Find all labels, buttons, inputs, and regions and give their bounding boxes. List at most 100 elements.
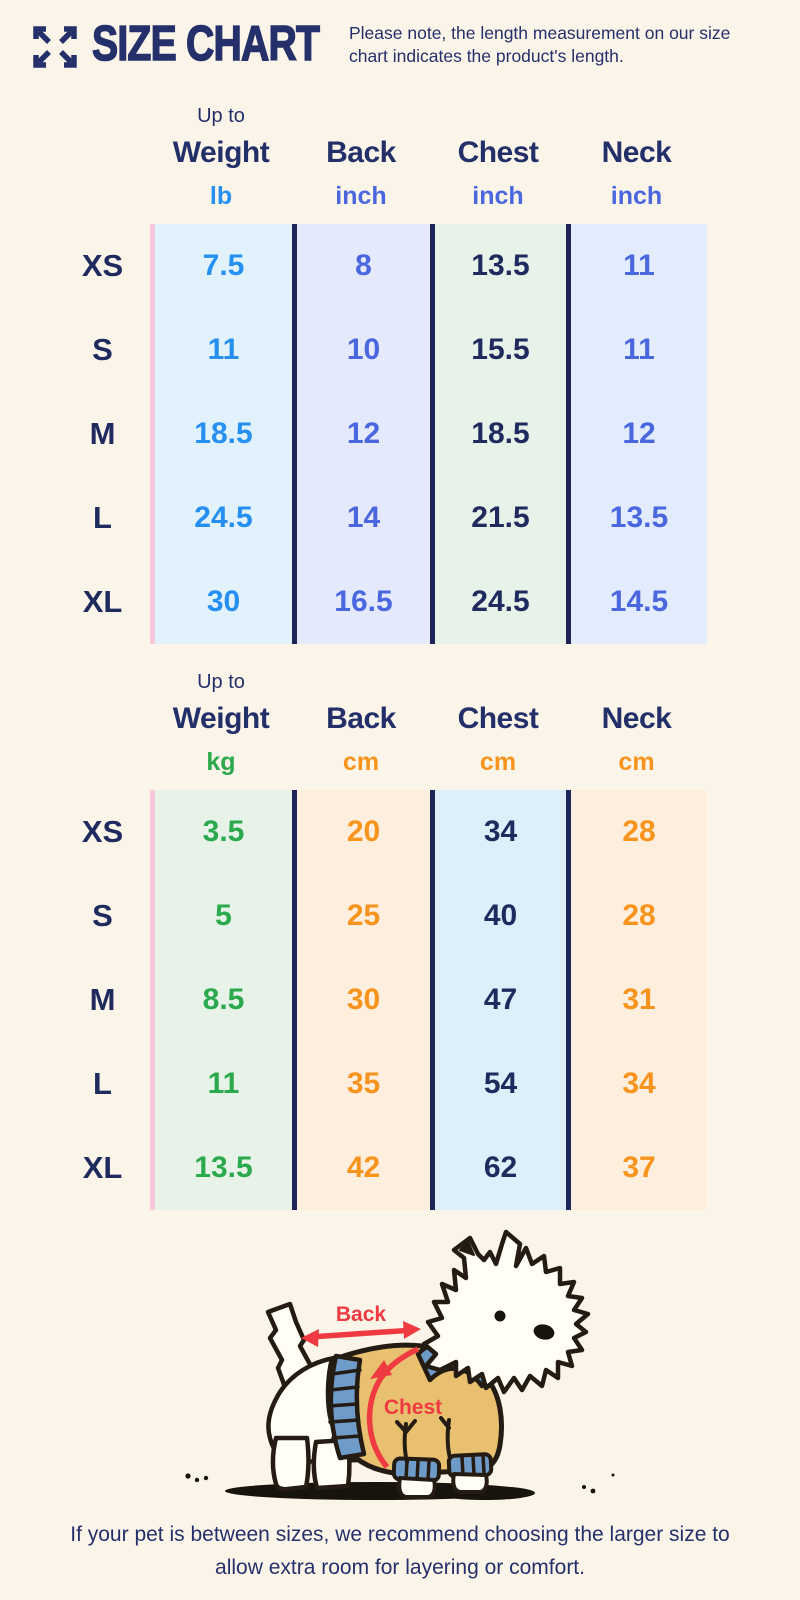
unit-lb: lb	[209, 181, 233, 210]
pink-accent-stripe	[150, 224, 155, 644]
table-cell: 12	[346, 417, 381, 450]
table-prefix-row: Up to	[150, 100, 800, 130]
dog-illustration: Back Chest	[185, 1229, 615, 1500]
table-cell: 14.5	[609, 585, 669, 618]
column-divider	[430, 224, 435, 644]
back-arrow-label: Back	[336, 1303, 387, 1326]
column-header-weight: Weight	[172, 702, 270, 735]
size-label-column: XS S M L XL	[55, 224, 150, 644]
table-cell: 10	[346, 333, 381, 366]
page-title: SIZE CHART	[91, 16, 320, 72]
table-unit-row: lb inch inch inch	[150, 176, 800, 216]
column-neck: 11 11 12 13.5 14.5	[571, 224, 707, 644]
footer-note: If your pet is between sizes, we recomme…	[70, 1523, 730, 1579]
dog-nose	[533, 1324, 555, 1340]
dog-measurement-diagram: Back Chest	[170, 1210, 630, 1505]
size-label: XL	[82, 584, 123, 619]
table-cell: 34	[622, 1067, 656, 1100]
table-cell: 34	[483, 815, 518, 848]
size-label: S	[92, 332, 113, 367]
unit-inch: inch	[610, 181, 663, 210]
table-cell: 14	[346, 501, 381, 534]
table-cell: 37	[622, 1151, 656, 1184]
table-cell: 8	[355, 249, 372, 282]
size-label: M	[89, 982, 116, 1017]
column-neck: 28 28 31 34 37	[571, 790, 707, 1210]
table-cell: 35	[346, 1067, 381, 1100]
table-cell: 28	[622, 899, 656, 932]
table-cell: 47	[483, 983, 518, 1016]
size-label-column: XS S M L XL	[55, 790, 150, 1210]
column-prefix: Up to	[197, 671, 245, 693]
table-cell: 30	[206, 585, 241, 618]
column-header-chest: Chest	[457, 136, 539, 169]
table-cell: 7.5	[202, 249, 245, 282]
table-cell: 8.5	[202, 983, 245, 1016]
column-chest: 13.5 15.5 18.5 21.5 24.5	[435, 224, 566, 644]
table-body: XS S M L XL 7.5 11 18.5 24.5 30 8 10 12 …	[55, 224, 800, 644]
column-divider	[430, 790, 435, 1210]
column-header-chest: Chest	[457, 702, 539, 735]
table-body: XS S M L XL 3.5 5 8.5 11 13.5 20 25 30 3…	[55, 790, 800, 1210]
column-divider	[292, 790, 297, 1210]
column-divider	[292, 224, 297, 644]
table-header-row: Weight Back Chest Neck	[150, 696, 800, 742]
expand-arrows-icon[interactable]	[32, 25, 78, 69]
table-cell: 5	[215, 899, 232, 932]
table-cell: 24.5	[194, 501, 253, 534]
dog-head	[421, 1229, 591, 1395]
column-back: 8 10 12 14 16.5	[297, 224, 430, 644]
column-weight: 3.5 5 8.5 11 13.5	[155, 790, 292, 1210]
ground-shadow	[225, 1482, 535, 1500]
table-cell: 16.5	[334, 585, 393, 618]
back-arrow	[301, 1321, 421, 1347]
table-cell: 13.5	[471, 249, 530, 282]
size-label: L	[93, 500, 112, 535]
table-cell: 42	[346, 1151, 381, 1184]
dog-ear-inner	[459, 1240, 475, 1256]
table-cell: 11	[623, 333, 655, 366]
size-table-imperial: Up to Weight Back Chest Neck lb inch inc…	[0, 100, 800, 644]
column-divider	[566, 790, 571, 1210]
table-cell: 30	[346, 983, 381, 1016]
unit-cm: cm	[342, 747, 380, 776]
unit-inch: inch	[472, 181, 524, 210]
unit-kg: kg	[206, 747, 236, 776]
column-header-back: Back	[326, 136, 396, 169]
column-header-weight: Weight	[172, 136, 270, 169]
dog-eye	[494, 1310, 506, 1322]
table-prefix-row: Up to	[150, 666, 800, 696]
column-divider	[566, 224, 571, 644]
column-header-neck: Neck	[601, 136, 672, 169]
paw-dots	[185, 1473, 615, 1494]
table-cell: 11	[207, 333, 240, 366]
table-cell: 25	[346, 899, 381, 932]
header-note: Please note, the length measurement on o…	[349, 23, 731, 67]
table-cell: 11	[623, 249, 655, 282]
table-header-row: Weight Back Chest Neck	[150, 130, 800, 176]
table-cell: 20	[346, 815, 381, 848]
table-cell: 54	[483, 1067, 518, 1100]
table-cell: 12	[622, 417, 656, 450]
column-chest: 34 40 47 54 62	[435, 790, 566, 1210]
size-label: XL	[82, 1150, 123, 1185]
size-label: XS	[81, 248, 124, 283]
unit-cm: cm	[618, 747, 655, 776]
chest-arrow	[366, 1346, 420, 1469]
table-cell: 21.5	[471, 501, 530, 534]
size-table-metric: Up to Weight Back Chest Neck kg cm cm cm…	[0, 666, 800, 1210]
table-cell: 62	[483, 1151, 518, 1184]
table-cell: 3.5	[202, 815, 245, 848]
unit-inch: inch	[335, 181, 387, 210]
table-cell: 31	[622, 983, 656, 1016]
column-back: 20 25 30 35 42	[297, 790, 430, 1210]
table-cell: 18.5	[194, 417, 253, 450]
table-cell: 18.5	[471, 417, 530, 450]
size-label: L	[93, 1066, 112, 1101]
pink-accent-stripe	[150, 790, 155, 1210]
chest-arrow-label: Chest	[384, 1396, 442, 1419]
column-header-neck: Neck	[601, 702, 672, 735]
table-cell: 28	[622, 815, 656, 848]
table-cell: 13.5	[609, 501, 669, 534]
